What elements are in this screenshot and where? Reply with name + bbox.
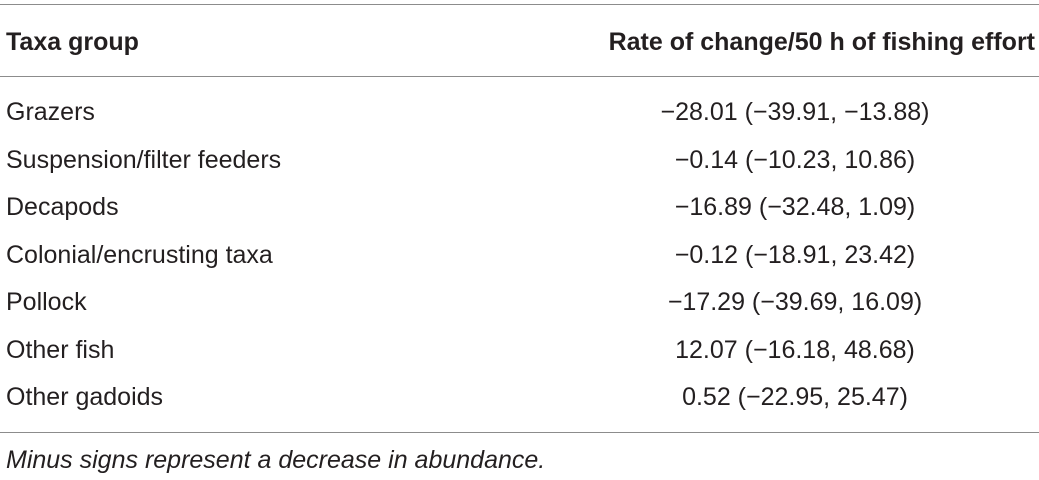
rate-cell: −28.01 (−39.91, −13.88) — [660, 98, 930, 126]
table-header-row: Taxa group Rate of change/50 h of fishin… — [0, 22, 1039, 62]
taxa-cell: Other gadoids — [6, 383, 164, 411]
rate-cell: 12.07 (−16.18, 48.68) — [675, 335, 915, 364]
header-rule — [0, 76, 1039, 77]
bottom-rule — [0, 432, 1039, 433]
rate-cell: −17.29 (−39.69, 16.09) — [667, 288, 923, 316]
table-row: Other fish 12.07 (−16.18, 48.68) — [0, 330, 1039, 378]
table-row: Grazers −28.01 (−39.91, −13.88) — [0, 92, 1039, 140]
taxa-cell: Decapods — [6, 193, 119, 221]
table-row: Colonial/encrusting taxa −0.12 (−18.91, … — [0, 235, 1039, 283]
rate-cell: −0.14 (−10.23, 10.86) — [674, 145, 916, 174]
top-rule — [0, 4, 1039, 5]
table-row: Other gadoids 0.52 (−22.95, 25.47) — [0, 377, 1039, 425]
taxa-cell: Suspension/filter feeders — [6, 145, 282, 174]
rate-cell: 0.52 (−22.95, 25.47) — [682, 383, 908, 411]
table-footnote: Minus signs represent a decrease in abun… — [6, 446, 546, 474]
taxa-cell: Colonial/encrusting taxa — [6, 240, 273, 269]
table-row: Suspension/filter feeders −0.14 (−10.23,… — [0, 140, 1039, 188]
header-rate-of-change: Rate of change/50 h of fishing effort — [608, 28, 1035, 56]
table-row: Pollock −17.29 (−39.69, 16.09) — [0, 282, 1039, 330]
taxa-cell: Other fish — [6, 335, 115, 364]
rate-cell: −16.89 (−32.48, 1.09) — [674, 193, 916, 221]
header-taxa-group: Taxa group — [6, 28, 139, 56]
taxa-cell: Pollock — [6, 288, 87, 316]
table-body: Grazers −28.01 (−39.91, −13.88) Suspensi… — [0, 92, 1039, 425]
taxa-cell: Grazers — [6, 98, 95, 126]
rate-cell: −0.12 (−18.91, 23.42) — [674, 240, 916, 269]
table-row: Decapods −16.89 (−32.48, 1.09) — [0, 187, 1039, 235]
